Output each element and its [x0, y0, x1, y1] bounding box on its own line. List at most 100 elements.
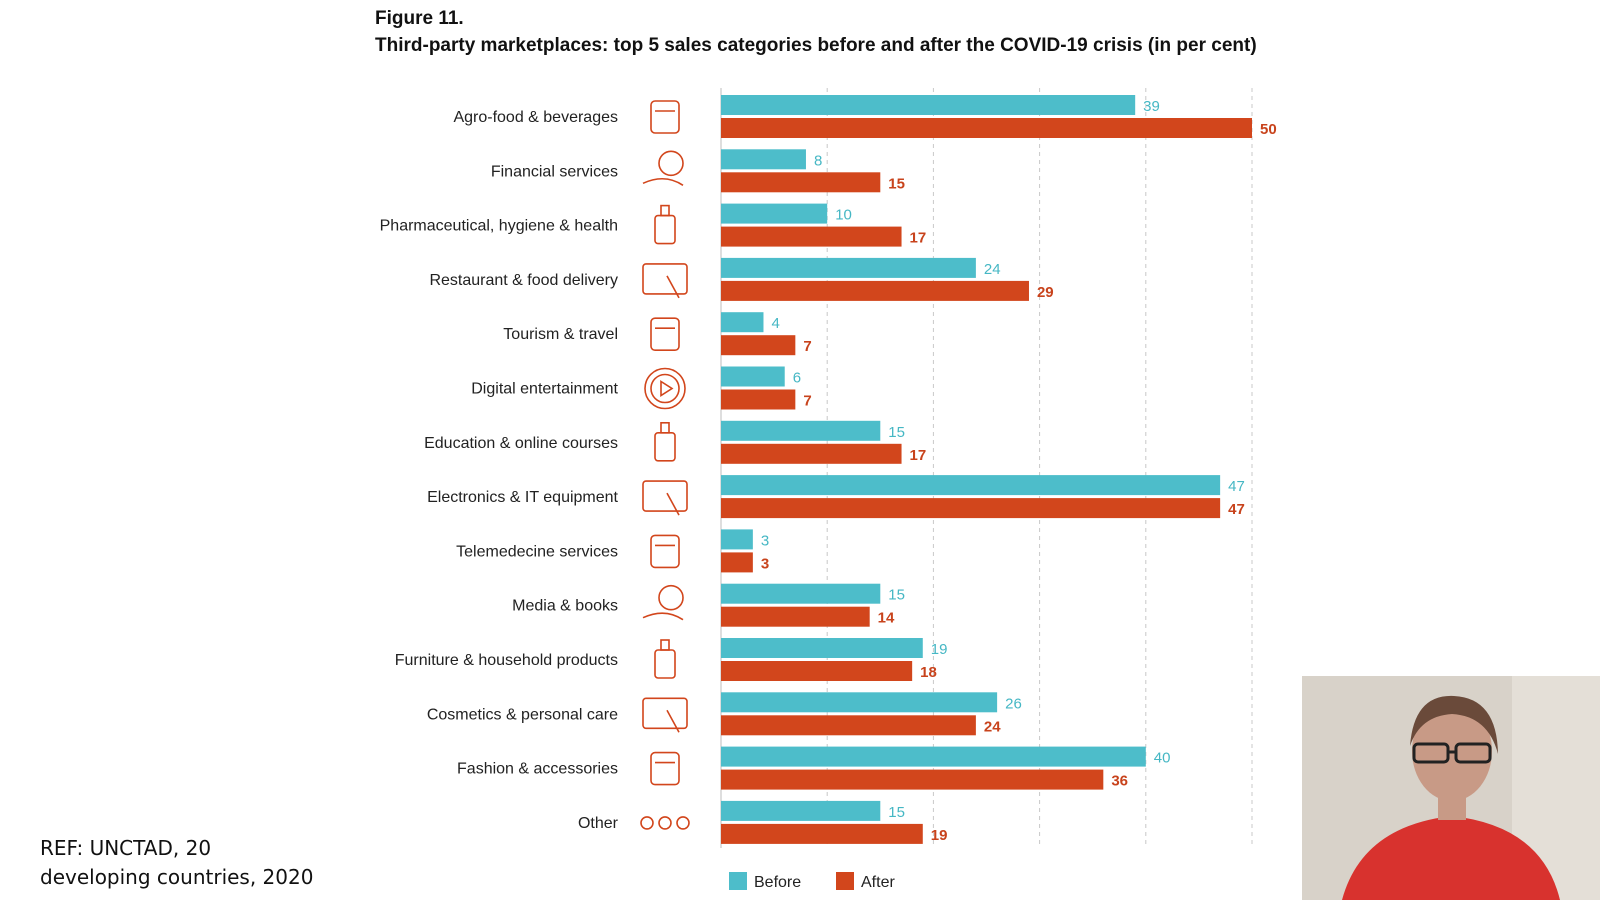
presenter-video-icon: [1302, 676, 1600, 900]
bar-after: [721, 606, 870, 627]
icon-cap: [660, 204, 670, 217]
play-triangle: [660, 380, 674, 397]
category-label: Digital entertainment: [471, 381, 618, 398]
bar-after: [721, 715, 976, 736]
category-label: Media & books: [512, 598, 618, 615]
legend-label-before: Before: [754, 874, 801, 891]
value-label-before: 15: [888, 424, 905, 441]
category-label: Agro-food & beverages: [453, 109, 618, 126]
reference-note: REF: UNCTAD, 20 developing countries, 20…: [40, 834, 313, 892]
circle: [650, 373, 680, 404]
dot: [676, 816, 690, 830]
value-label-after: 47: [1228, 501, 1245, 518]
bar-before: [721, 203, 828, 224]
drink-cup-icon: [650, 100, 680, 134]
value-label-before: 4: [771, 315, 779, 332]
graduation-laptop-icon: [654, 421, 676, 462]
icon-body: [650, 534, 680, 569]
bar-after: [721, 335, 796, 356]
value-label-after: 50: [1260, 121, 1277, 138]
reference-line-2: developing countries, 2020: [40, 865, 314, 889]
doctor-headset-icon: [650, 534, 680, 569]
bar-before: [721, 312, 764, 333]
value-label-before: 24: [984, 261, 1001, 278]
bar-after: [721, 226, 902, 247]
category-label: Tourism & travel: [503, 326, 618, 343]
bar-before: [721, 583, 881, 604]
stacked-bowls-icon: [654, 639, 676, 679]
value-label-before: 47: [1228, 478, 1245, 495]
value-label-after: 15: [888, 175, 905, 192]
legend-swatch-before: [729, 872, 747, 890]
category-label: Other: [578, 815, 619, 832]
bar-after: [721, 552, 753, 573]
reference-line-1: REF: UNCTAD, 20: [40, 836, 212, 860]
dot: [658, 816, 672, 830]
bar-after: [721, 280, 1029, 301]
category-label: Restaurant & food delivery: [429, 272, 618, 289]
category-label: Pharmaceutical, hygiene & health: [380, 218, 618, 235]
bar-chart: Agro-food & beverages 39 50 Financial servi…: [380, 88, 1277, 891]
bar-before: [721, 800, 881, 821]
icon-bottle: [654, 214, 676, 245]
value-label-before: 40: [1154, 750, 1171, 767]
bar-before: [721, 746, 1146, 767]
value-label-before: 10: [835, 207, 852, 224]
book-cursor-icon: [642, 584, 684, 621]
icon-curve: [642, 612, 684, 621]
icon-frame: [642, 480, 688, 512]
play-circle-icon: [644, 367, 686, 410]
bar-before: [721, 475, 1221, 496]
value-label-after: 36: [1111, 773, 1128, 790]
value-label-before: 15: [888, 804, 905, 821]
icon-body: [650, 317, 680, 352]
bar-before: [721, 420, 881, 441]
icon-bottle: [654, 431, 676, 462]
circle: [644, 367, 686, 410]
bar-before: [721, 692, 998, 713]
icon-cap: [660, 639, 670, 651]
icon-pointer: [666, 275, 680, 299]
bar-after: [721, 118, 1252, 138]
icon-circle: [658, 584, 684, 611]
value-label-after: 29: [1037, 284, 1054, 301]
value-label-after: 24: [984, 718, 1001, 735]
three-dots-icon: [640, 816, 690, 830]
sun-hat-icon: [650, 751, 680, 786]
value-label-after: 17: [910, 447, 927, 464]
bar-after: [721, 769, 1104, 790]
bar-after: [721, 661, 913, 681]
value-label-after: 17: [910, 230, 927, 247]
bar-after: [721, 172, 881, 193]
value-label-before: 6: [793, 370, 801, 387]
value-label-after: 18: [920, 664, 937, 681]
category-label: Furniture & household products: [395, 652, 618, 669]
icon-body: [650, 751, 680, 786]
icon-curve: [642, 178, 684, 186]
value-label-before: 8: [814, 152, 822, 169]
webcam-video: [1302, 676, 1600, 900]
icon-pointer: [666, 709, 680, 733]
money-hand-icon: [642, 150, 684, 186]
legend-swatch-after: [836, 872, 854, 890]
luggage-location-icon: [650, 317, 680, 352]
category-label: Fashion & accessories: [457, 761, 618, 778]
value-label-after: 7: [803, 393, 811, 410]
bar-after: [721, 389, 796, 410]
soap-bottle-icon: [654, 204, 676, 245]
tablet-touch-icon: [642, 263, 688, 299]
figure-title: Third-party marketplaces: top 5 sales ca…: [375, 35, 1257, 56]
category-label: Education & online courses: [424, 435, 618, 452]
category-label: Cosmetics & personal care: [427, 706, 618, 723]
icon-frame: [642, 263, 688, 295]
bar-before: [721, 366, 785, 387]
icon-bottle: [654, 649, 676, 679]
category-label: Electronics & IT equipment: [427, 489, 618, 506]
value-label-before: 19: [931, 641, 948, 658]
category-label: Telemedecine services: [456, 543, 618, 560]
bar-after: [721, 823, 923, 844]
bar-after: [721, 498, 1221, 519]
value-label-after: 14: [878, 610, 895, 627]
value-label-before: 3: [761, 532, 769, 549]
icon-pointer: [666, 492, 680, 516]
